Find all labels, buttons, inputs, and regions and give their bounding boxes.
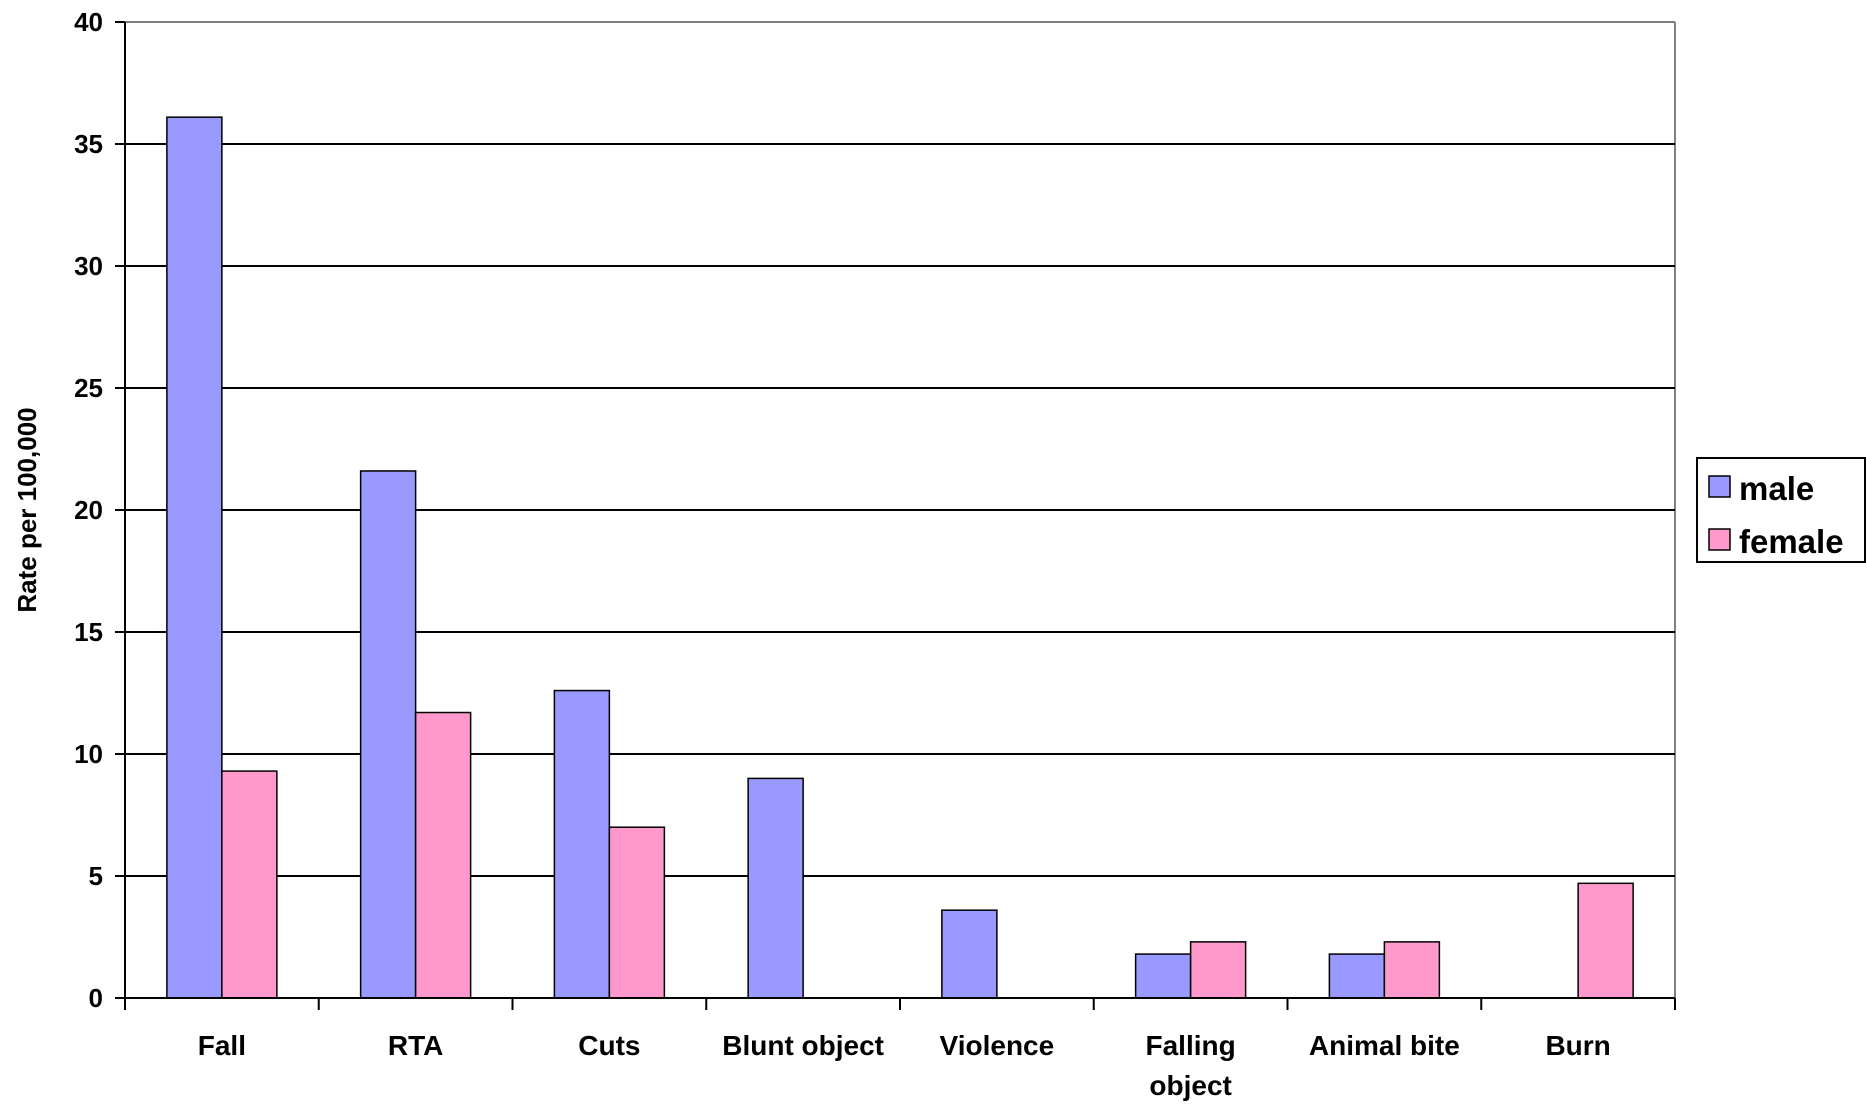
legend-label-female: female: [1739, 523, 1844, 560]
y-tick-label: 40: [74, 7, 103, 37]
bar-male: [1328, 953, 1386, 999]
y-tick-label: 15: [74, 617, 103, 647]
x-tick-label: Blunt object: [722, 1030, 884, 1061]
y-tick-label: 35: [74, 129, 103, 159]
legend-swatch-female: [1708, 528, 1731, 551]
bar-male: [553, 689, 611, 999]
bar-female: [1577, 882, 1634, 999]
axes: [115, 21, 1676, 1010]
bar-male: [1134, 953, 1192, 999]
bar-male: [359, 470, 417, 999]
bar-male: [941, 909, 998, 999]
y-axis-title: Rate per 100,000: [12, 407, 42, 612]
x-tick-label: Violence: [940, 1030, 1055, 1061]
y-tick-label: 20: [74, 495, 103, 525]
bar-female: [221, 770, 278, 999]
y-tick-label: 25: [74, 373, 103, 403]
x-tick-label: object: [1149, 1070, 1231, 1101]
y-tick-label: 30: [74, 251, 103, 281]
bar-male: [747, 777, 804, 999]
y-tick-label: 0: [89, 983, 103, 1013]
y-tick-label: 10: [74, 739, 103, 769]
legend-swatch-male: [1708, 475, 1731, 498]
x-tick-label: Cuts: [578, 1030, 640, 1061]
x-tick-label: Fall: [198, 1030, 246, 1061]
bar-female: [1383, 941, 1441, 999]
x-tick-label: RTA: [388, 1030, 443, 1061]
bar-male: [166, 116, 223, 999]
legend: male female: [1696, 457, 1866, 563]
bars: [166, 116, 1634, 999]
gridlines: [125, 21, 1676, 998]
bar-female: [414, 711, 472, 999]
axis-labels: 0 5 10 15 20 25 30 35 40 Fall RTA Cuts Blunt object V…: [74, 7, 1611, 1101]
legend-label-male: male: [1739, 470, 1814, 507]
x-tick-label: Animal bite: [1309, 1030, 1460, 1061]
bar-female: [608, 826, 666, 999]
bar-female: [1189, 941, 1247, 999]
x-tick-label: Burn: [1545, 1030, 1610, 1061]
x-tick-label: Falling: [1146, 1030, 1236, 1061]
y-tick-label: 5: [89, 861, 103, 891]
